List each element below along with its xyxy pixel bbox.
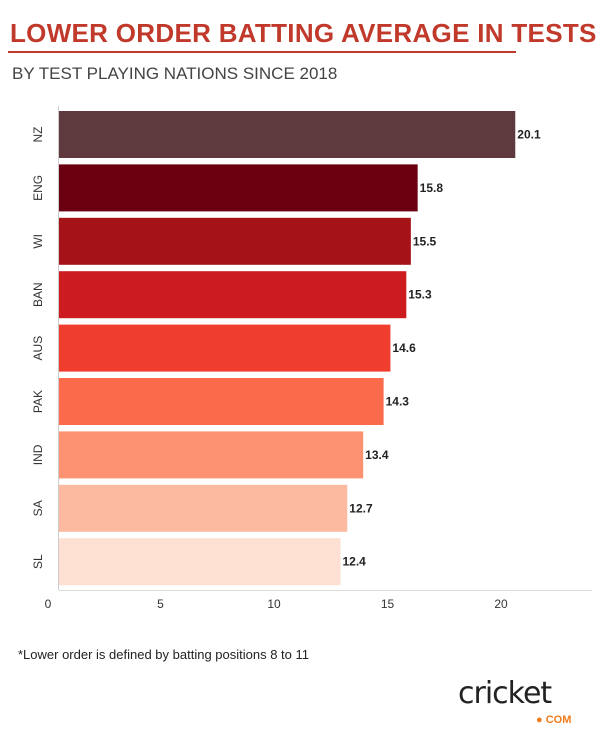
chart-subtitle: BY TEST PLAYING NATIONS SINCE 2018 [12,64,338,83]
x-tick-label: 10 [267,597,281,611]
category-label: NZ [31,127,45,143]
x-tick-label: 0 [45,597,52,611]
x-tick-label: 15 [381,597,395,611]
bar-nz [59,111,516,158]
x-tick-label: 5 [157,597,164,611]
value-label: 15.8 [420,181,444,195]
bar-sa [59,484,348,532]
bar-ind [59,431,364,479]
title-divider [8,51,516,53]
x-tick-label: 20 [494,597,508,611]
category-label: SA [31,500,45,516]
bar-pak [59,378,384,425]
chart-title: LOWER ORDER BATTING AVERAGE IN TESTS [10,18,597,48]
value-label: 20.1 [517,128,541,142]
logo-suffix-text: COM [545,714,572,726]
category-label: SL [31,554,45,569]
logo-text: cricket [458,676,552,711]
category-label: IND [31,444,45,465]
category-label: ENG [31,175,45,201]
bar-aus [59,324,391,372]
value-label: 14.3 [386,395,410,409]
bar-sl [59,538,341,586]
bar-eng [59,164,418,212]
value-label: 15.3 [408,288,432,302]
footnote: *Lower order is defined by batting posit… [18,647,309,662]
bar-ban [59,271,407,319]
logo-dot-icon: ● [536,714,546,726]
category-label: AUS [31,336,45,361]
value-label: 13.4 [365,448,389,462]
value-label: 15.5 [413,234,437,248]
category-label: BAN [31,282,45,307]
value-label: 14.6 [392,341,416,355]
category-label: PAK [31,390,45,413]
bar-chart: 20.1 NZ 15.8 ENG 15.5 WI 15.3 BAN 14.6 AUS 14.3 PAK… [31,106,592,611]
value-label: 12.4 [342,555,366,569]
cricket-com-logo: cricket ● COM [458,678,598,734]
category-label: WI [31,234,45,249]
bar-wi [59,217,411,265]
value-label: 12.7 [349,501,373,515]
logo-suffix: ● COM [536,714,571,727]
